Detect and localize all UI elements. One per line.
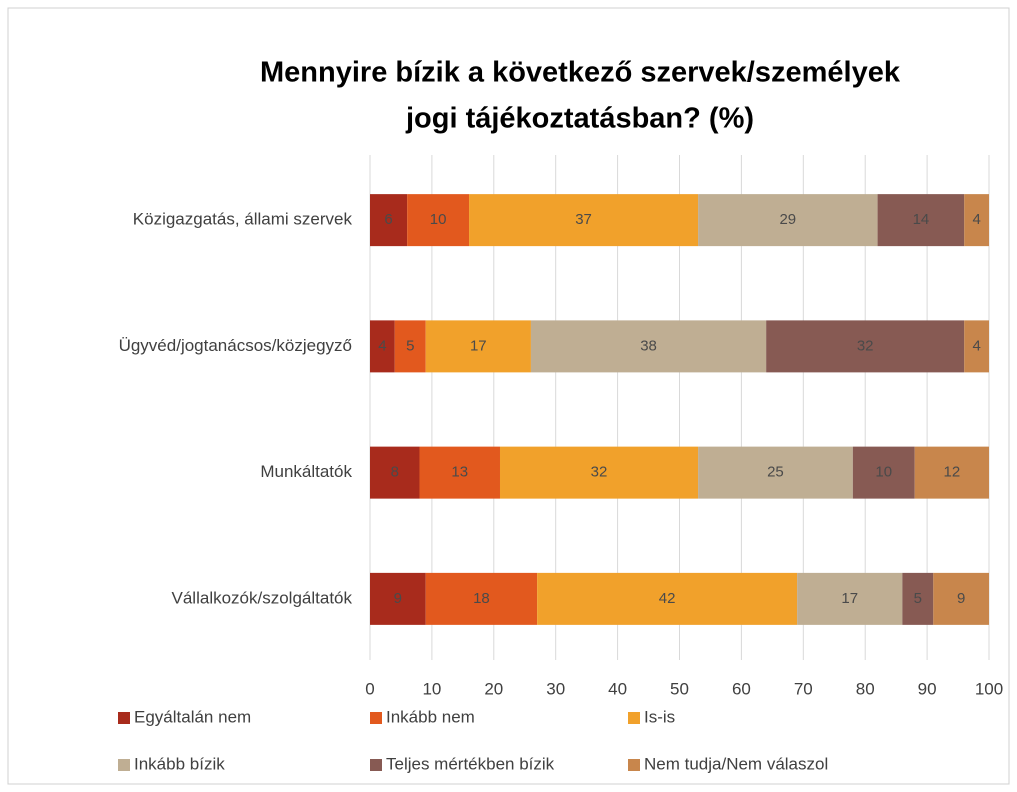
legend-label: Nem tudja/Nem válaszol — [644, 754, 828, 773]
y-tick-label: Közigazgatás, állami szervek — [133, 210, 353, 229]
data-label: 25 — [767, 464, 784, 481]
bar-segment — [852, 446, 915, 499]
bar-segment — [469, 194, 699, 247]
data-label: 29 — [779, 211, 796, 228]
data-label: 17 — [470, 337, 487, 354]
x-tick-label: 40 — [608, 679, 627, 698]
legend-label: Inkább bízik — [134, 754, 225, 773]
x-tick-label: 30 — [546, 679, 565, 698]
bar-segment — [877, 194, 965, 247]
data-label: 37 — [575, 211, 592, 228]
data-label: 4 — [972, 211, 980, 228]
x-tick-label: 10 — [422, 679, 441, 698]
bar-segment — [370, 572, 426, 625]
data-label: 38 — [640, 337, 657, 354]
legend-label: Is-is — [644, 707, 675, 726]
data-label: 9 — [957, 590, 965, 607]
bar-segment — [933, 572, 989, 625]
x-tick-label: 90 — [918, 679, 937, 698]
legend-swatch — [370, 712, 382, 724]
y-tick-label: Ügyvéd/jogtanácsos/közjegyző — [119, 336, 352, 355]
chart-title: Mennyire bízik a következő szervek/szemé… — [260, 57, 901, 89]
bar-segment — [698, 446, 853, 499]
legend-swatch — [628, 712, 640, 724]
data-label: 8 — [391, 464, 399, 481]
bar-segment — [370, 446, 420, 499]
legend-swatch — [118, 759, 130, 771]
bar-segment — [370, 194, 408, 247]
bar-segment — [425, 320, 531, 373]
x-tick-label: 100 — [975, 679, 1003, 698]
bar-segment — [419, 446, 500, 499]
chart-title: jogi tájékoztatásban? (%) — [405, 103, 754, 135]
x-tick-label: 20 — [484, 679, 503, 698]
data-label: 17 — [841, 590, 858, 607]
data-label: 4 — [972, 337, 980, 354]
data-label: 6 — [384, 211, 392, 228]
legend-swatch — [628, 759, 640, 771]
bar-segment — [964, 194, 989, 247]
bar-segment — [499, 446, 699, 499]
bar-segment — [964, 320, 989, 373]
legend-swatch — [118, 712, 130, 724]
data-label: 42 — [659, 590, 676, 607]
data-label: 9 — [394, 590, 402, 607]
bar-segment — [394, 320, 426, 373]
bar-segment — [902, 572, 934, 625]
x-tick-label: 70 — [794, 679, 813, 698]
bar-segment — [914, 446, 989, 499]
bar-segment — [537, 572, 798, 625]
bar-segment — [370, 320, 395, 373]
data-label: 5 — [406, 337, 414, 354]
y-tick-label: Munkáltatók — [260, 462, 352, 481]
data-label: 13 — [451, 464, 468, 481]
bar-segment — [425, 572, 538, 625]
data-label: 4 — [378, 337, 386, 354]
legend-label: Egyáltalán nem — [134, 707, 251, 726]
data-label: 10 — [875, 464, 892, 481]
x-tick-label: 50 — [670, 679, 689, 698]
data-label: 32 — [857, 337, 874, 354]
legend-label: Teljes mértékben bízik — [386, 754, 555, 773]
data-label: 14 — [913, 211, 930, 228]
x-tick-label: 60 — [732, 679, 751, 698]
bar-segment — [530, 320, 767, 373]
legend-swatch — [370, 759, 382, 771]
legend-label: Inkább nem — [386, 707, 475, 726]
data-label: 5 — [914, 590, 922, 607]
y-tick-label: Vállalkozók/szolgáltatók — [172, 588, 353, 607]
bar-segment — [698, 194, 878, 247]
data-label: 18 — [473, 590, 490, 607]
x-tick-label: 0 — [365, 679, 374, 698]
data-label: 10 — [430, 211, 447, 228]
bar-segment — [797, 572, 903, 625]
bar-segment — [407, 194, 470, 247]
chart-border — [7, 7, 1010, 785]
data-label: 12 — [944, 464, 961, 481]
x-tick-label: 80 — [856, 679, 875, 698]
data-label: 32 — [591, 464, 608, 481]
bar-segment — [766, 320, 965, 373]
